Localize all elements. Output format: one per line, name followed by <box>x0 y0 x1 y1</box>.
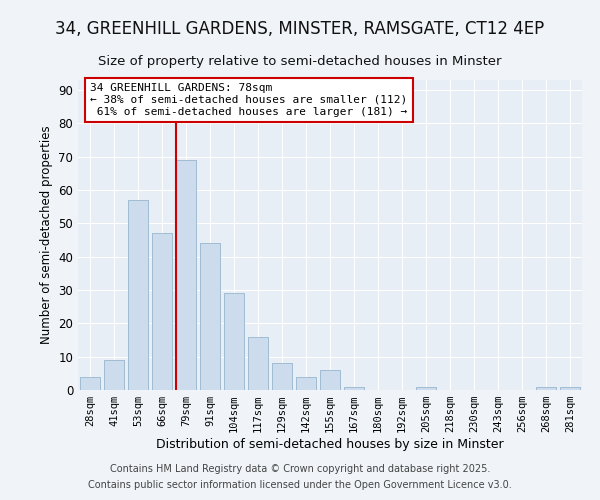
Text: Contains HM Land Registry data © Crown copyright and database right 2025.: Contains HM Land Registry data © Crown c… <box>110 464 490 474</box>
Bar <box>296 376 316 390</box>
Bar <box>80 376 100 390</box>
Bar <box>536 386 556 390</box>
Bar <box>560 386 580 390</box>
Bar <box>320 370 340 390</box>
Bar <box>128 200 148 390</box>
Text: Contains public sector information licensed under the Open Government Licence v3: Contains public sector information licen… <box>88 480 512 490</box>
Bar <box>152 234 172 390</box>
Text: Size of property relative to semi-detached houses in Minster: Size of property relative to semi-detach… <box>98 55 502 68</box>
Text: 34, GREENHILL GARDENS, MINSTER, RAMSGATE, CT12 4EP: 34, GREENHILL GARDENS, MINSTER, RAMSGATE… <box>55 20 545 38</box>
Bar <box>272 364 292 390</box>
Bar <box>416 386 436 390</box>
Bar <box>224 294 244 390</box>
Bar <box>104 360 124 390</box>
Bar <box>248 336 268 390</box>
Text: 34 GREENHILL GARDENS: 78sqm
← 38% of semi-detached houses are smaller (112)
 61%: 34 GREENHILL GARDENS: 78sqm ← 38% of sem… <box>90 84 407 116</box>
Bar <box>200 244 220 390</box>
Y-axis label: Number of semi-detached properties: Number of semi-detached properties <box>40 126 53 344</box>
Bar <box>176 160 196 390</box>
X-axis label: Distribution of semi-detached houses by size in Minster: Distribution of semi-detached houses by … <box>156 438 504 451</box>
Bar <box>344 386 364 390</box>
